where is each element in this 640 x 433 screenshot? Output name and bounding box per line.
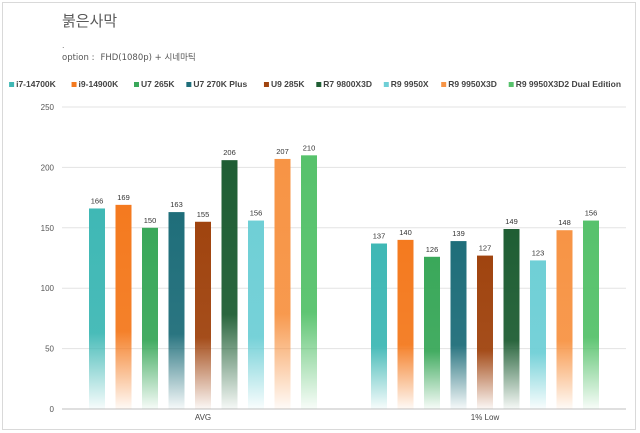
- y-tick-label: 50: [45, 345, 54, 354]
- legend-marker: [9, 82, 15, 87]
- bar: [221, 160, 238, 409]
- y-tick-label: 200: [41, 163, 55, 172]
- legend-label: i7-14700K: [16, 79, 57, 89]
- data-label: 149: [505, 217, 518, 226]
- data-label: 166: [91, 196, 104, 205]
- chart-title: 붉은사막: [62, 12, 118, 30]
- bar: [556, 230, 573, 409]
- legend-marker: [508, 82, 514, 87]
- bar: [397, 239, 414, 409]
- label-layer: 0 50 100 150 200 250 166 169 150 163 155 206 156 207 2…: [41, 103, 598, 422]
- legend-marker: [263, 82, 269, 87]
- data-label: 126: [426, 245, 439, 254]
- legend-label: U7 270K Plus: [193, 79, 247, 89]
- bar: [142, 227, 158, 409]
- data-label: 123: [532, 248, 545, 257]
- bar: [371, 243, 387, 409]
- bar: [89, 208, 105, 409]
- bar: [477, 255, 493, 409]
- x-category-label: AVG: [195, 413, 211, 422]
- data-label: 150: [144, 216, 157, 225]
- bar: [530, 260, 546, 409]
- data-label: 207: [276, 147, 289, 156]
- legend-marker: [186, 82, 192, 87]
- y-tick-label: 250: [41, 103, 55, 112]
- data-label: 127: [479, 244, 492, 253]
- y-tick-label: 150: [41, 224, 55, 233]
- bar-layer: [89, 155, 599, 409]
- data-label: 137: [373, 232, 386, 241]
- legend-label: R9 9950X3D: [448, 79, 497, 89]
- x-category-label: 1% Low: [471, 413, 500, 422]
- bar: [450, 241, 467, 409]
- bar: [503, 229, 520, 409]
- data-label: 206: [223, 148, 236, 157]
- bar: [115, 204, 132, 409]
- bar: [274, 158, 291, 409]
- legend-marker: [383, 82, 389, 87]
- legend-label: U7 265K: [141, 79, 175, 89]
- data-label: 163: [170, 200, 183, 209]
- data-label: 169: [117, 193, 130, 202]
- data-label: 148: [558, 218, 571, 227]
- bar: [424, 256, 440, 409]
- bar: [168, 212, 185, 409]
- bar: [583, 220, 599, 409]
- legend: i7-14700K i9-14900K U7 265K U7 270K Plus U9 …: [9, 79, 621, 89]
- option-value: FHD(1080p) + 시네마틱: [100, 53, 196, 63]
- legend-marker: [441, 82, 447, 87]
- bar: [195, 221, 211, 409]
- legend-label: R9 9950X: [391, 79, 429, 89]
- bar: [301, 155, 317, 409]
- data-label: 156: [585, 209, 598, 218]
- y-tick-label: 0: [50, 405, 55, 414]
- chart-frame: [2, 2, 636, 430]
- dot-marker: .: [62, 40, 65, 50]
- y-tick-label: 100: [41, 284, 55, 293]
- data-label: 155: [197, 210, 210, 219]
- option-label: option :: [62, 53, 95, 63]
- data-label: 156: [250, 209, 263, 218]
- data-label: 210: [303, 143, 316, 152]
- chart-subtitle: option : FHD(1080p) + 시네마틱: [62, 51, 196, 63]
- legend-label: U9 285K: [271, 79, 305, 89]
- legend-label: R7 9800X3D: [323, 79, 372, 89]
- legend-marker: [71, 82, 77, 87]
- legend-label: R9 9950X3D2 Dual Edition: [516, 79, 621, 89]
- legend-label: i9-14900K: [79, 79, 120, 89]
- data-label: 140: [399, 228, 412, 237]
- legend-marker: [134, 82, 139, 87]
- bar: [248, 220, 264, 409]
- legend-marker: [316, 82, 322, 87]
- data-label: 139: [452, 229, 465, 238]
